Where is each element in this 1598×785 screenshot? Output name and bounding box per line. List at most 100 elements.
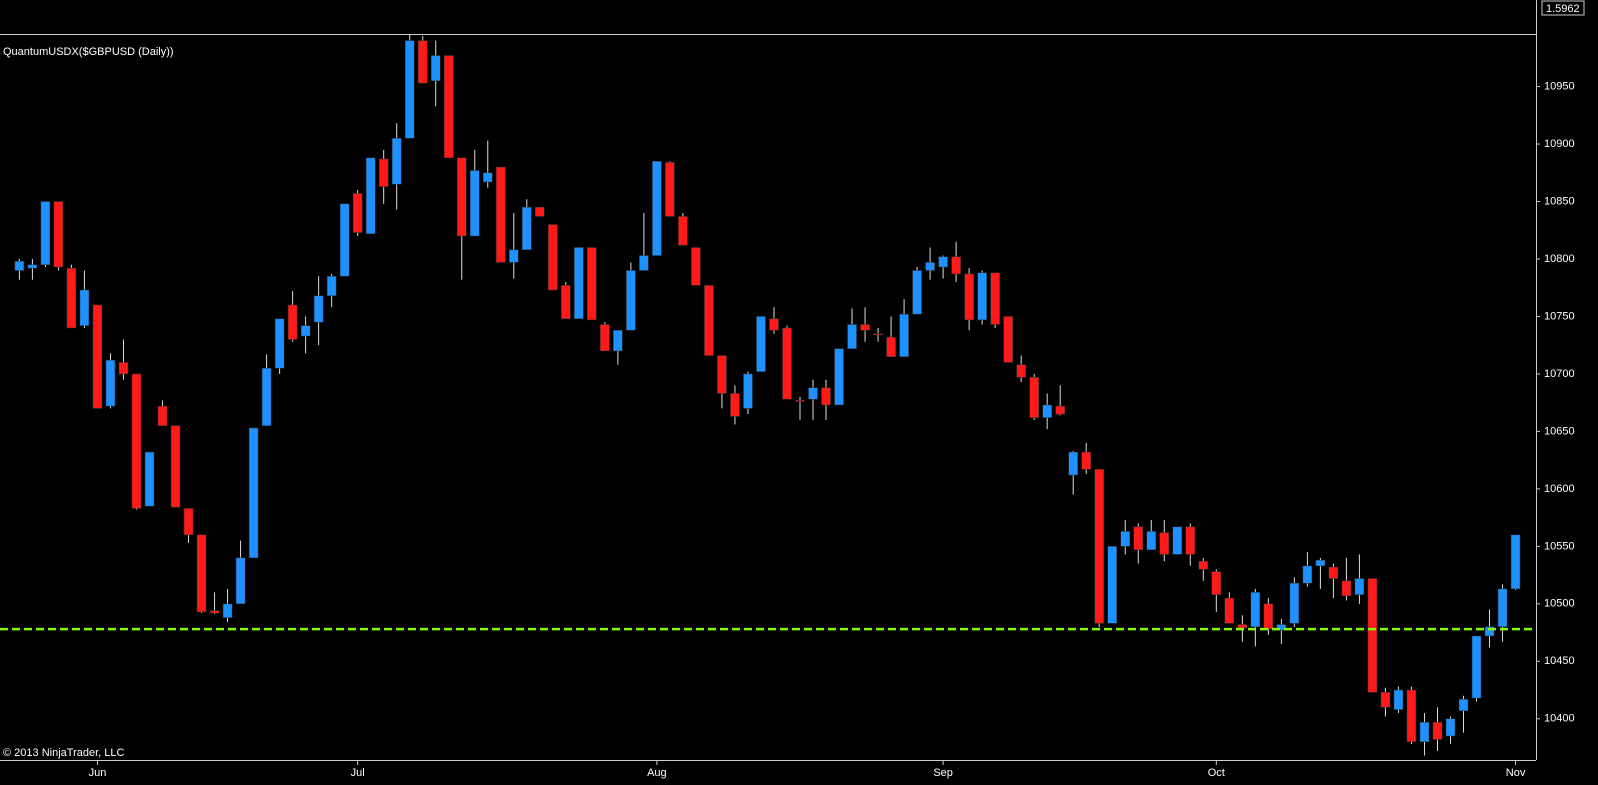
y-tick-label: 10500 xyxy=(1544,598,1575,610)
candle-body xyxy=(222,603,233,618)
candle-body xyxy=(483,172,493,183)
x-tick-label: Aug xyxy=(647,767,667,779)
candle-body xyxy=(496,166,506,263)
y-tick-label: 10800 xyxy=(1544,253,1575,265)
y-tick-label: 10700 xyxy=(1544,368,1575,380)
candle-body xyxy=(118,362,129,375)
candle-body xyxy=(704,285,714,356)
candle-body xyxy=(1432,721,1443,740)
y-tick-label: 10550 xyxy=(1544,540,1575,552)
candle-body xyxy=(14,261,25,271)
candle-body xyxy=(105,359,116,407)
candle-body xyxy=(1458,698,1469,711)
price-label-box xyxy=(1541,0,1585,16)
candle-body xyxy=(27,264,38,269)
x-tick-label: Oct xyxy=(1208,767,1225,779)
candle-body xyxy=(808,387,818,400)
candle-body xyxy=(1107,546,1117,624)
candle-body xyxy=(209,610,220,614)
candle-body xyxy=(626,270,636,331)
candle-body xyxy=(1445,718,1456,737)
candle-body xyxy=(1198,561,1209,570)
candle-body xyxy=(1497,588,1508,628)
candle-body xyxy=(990,272,1000,325)
candle-body xyxy=(157,405,168,426)
candle-body xyxy=(691,247,701,286)
candle-body xyxy=(1250,592,1261,628)
candle-body xyxy=(66,267,77,329)
candle-body xyxy=(847,324,857,349)
candle-body xyxy=(1315,559,1326,567)
y-tick-label: 10750 xyxy=(1544,310,1575,322)
price-label: 1.5962 xyxy=(1546,3,1580,15)
candle-body xyxy=(600,324,610,352)
candle-body xyxy=(1224,597,1235,624)
candle-body xyxy=(183,508,194,536)
candle-body xyxy=(404,40,415,139)
x-tick-label: Jun xyxy=(89,767,107,779)
candle-body xyxy=(1302,565,1313,584)
y-tick-label: 10650 xyxy=(1544,425,1575,437)
candle-body xyxy=(1120,531,1130,547)
candle-body xyxy=(287,304,298,340)
candle-body xyxy=(587,247,597,321)
candle-body xyxy=(1185,526,1196,555)
candle-body xyxy=(300,325,311,337)
candle-body xyxy=(782,327,792,400)
chart-title: QuantumUSDX($GBPUSD (Daily)) xyxy=(3,46,174,58)
candle-body xyxy=(1081,451,1091,470)
candle-body xyxy=(443,55,454,159)
y-tick-label: 10950 xyxy=(1544,80,1575,92)
copyright: © 2013 NinjaTrader, LLC xyxy=(3,747,124,759)
candle-body xyxy=(417,40,428,84)
candle-body xyxy=(378,158,389,187)
candle-body xyxy=(938,256,948,268)
candle-body xyxy=(730,393,740,417)
candle-body xyxy=(886,336,896,357)
candle-body xyxy=(1328,566,1339,579)
candle-body xyxy=(326,275,337,297)
candle-body xyxy=(1133,526,1144,551)
candle-body xyxy=(261,367,272,426)
candle-body xyxy=(1393,689,1404,710)
candle-body xyxy=(1510,534,1521,590)
candle-body xyxy=(1172,526,1183,555)
candle-body xyxy=(561,285,571,320)
candle-body xyxy=(613,330,623,352)
candle-body xyxy=(743,373,753,409)
candle-body xyxy=(1276,624,1287,631)
candle-body xyxy=(756,316,766,372)
candle-body xyxy=(352,193,363,233)
candle-body xyxy=(470,170,480,237)
candle-body xyxy=(1289,582,1300,624)
candle-body xyxy=(1263,603,1274,630)
candle-body xyxy=(769,318,779,331)
candle-body xyxy=(1003,316,1013,363)
candle-body xyxy=(313,295,324,323)
candle-body xyxy=(1471,635,1482,699)
candle-body xyxy=(860,324,870,331)
candle-body xyxy=(652,161,662,256)
candle-body xyxy=(53,201,64,268)
candle-body xyxy=(548,224,558,291)
candle-body xyxy=(1367,578,1378,693)
candle-body xyxy=(574,247,584,320)
candle-body xyxy=(1341,580,1352,597)
candle-body xyxy=(964,273,974,321)
candle-body xyxy=(1354,578,1365,595)
candle-body xyxy=(912,270,922,315)
candle-body xyxy=(1094,469,1104,624)
candle-body xyxy=(522,207,532,251)
candle-body xyxy=(196,534,207,613)
candle-body xyxy=(1146,531,1157,551)
candle-body xyxy=(535,207,545,217)
candle-body xyxy=(235,557,246,605)
candle-body xyxy=(951,256,961,275)
candle-body xyxy=(678,216,688,246)
candle-body xyxy=(1042,404,1052,418)
candle-body xyxy=(1419,721,1430,743)
candle-body xyxy=(899,313,909,357)
candle-body xyxy=(717,355,727,394)
x-tick-label: Sep xyxy=(933,767,953,779)
